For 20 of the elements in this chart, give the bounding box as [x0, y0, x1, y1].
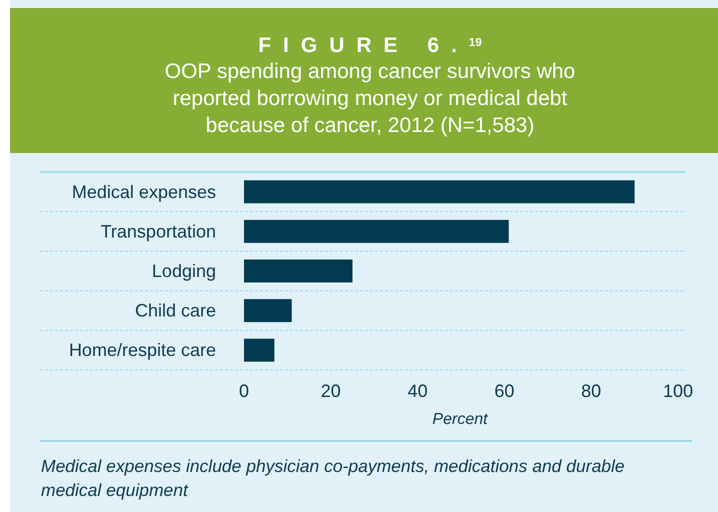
- x-tick-label: 20: [320, 381, 341, 401]
- bar: [244, 260, 352, 282]
- chart-title: FIGURE 6.$^{19}$: [258, 34, 482, 57]
- chart-subtitle: OOP spending among cancer survivors who reported borrowing money or medical debt because of cancer, 2012 (N=1,583): [164, 60, 576, 137]
- y-tick-label: Home/respite care: [68, 340, 216, 360]
- x-axis-title: Percent: [432, 411, 488, 428]
- text: Medical expenses include physician co-payments, medications and durable medical equipment: [41, 456, 625, 500]
- bar: [244, 180, 635, 204]
- bar: [244, 220, 509, 243]
- y-tick-label: Transportation: [100, 221, 216, 242]
- x-tick-label: 40: [408, 381, 428, 401]
- x-tick-label: 100: [662, 381, 694, 401]
- x-tick-label: 80: [581, 381, 602, 401]
- bar: [244, 338, 274, 362]
- y-tick-label: Child care: [134, 300, 216, 321]
- y-tick-label: Medical expenses: [72, 182, 216, 202]
- y-tick-label: Lodging: [152, 261, 216, 281]
- x-tick-label: 0: [238, 381, 250, 401]
- x-tick-label: 60: [494, 381, 514, 401]
- bar: [244, 299, 292, 322]
